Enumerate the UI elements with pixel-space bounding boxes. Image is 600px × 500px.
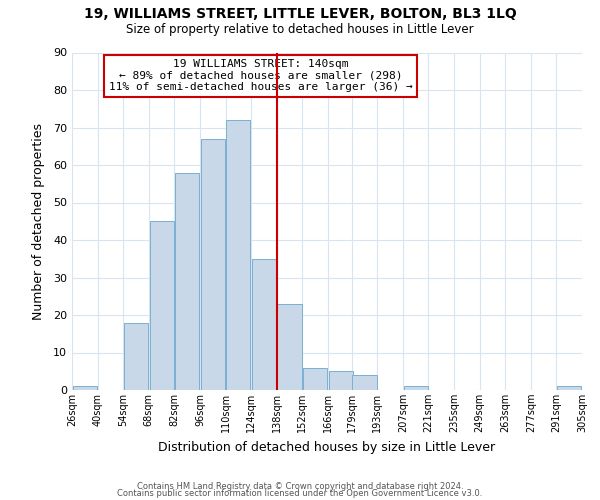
- Y-axis label: Number of detached properties: Number of detached properties: [32, 122, 44, 320]
- Text: Contains public sector information licensed under the Open Government Licence v3: Contains public sector information licen…: [118, 489, 482, 498]
- Bar: [200, 138, 225, 390]
- Text: Contains HM Land Registry data © Crown copyright and database right 2024.: Contains HM Land Registry data © Crown c…: [137, 482, 463, 491]
- Bar: [329, 371, 353, 390]
- Bar: [252, 259, 276, 390]
- Bar: [352, 375, 377, 390]
- Text: 19 WILLIAMS STREET: 140sqm
← 89% of detached houses are smaller (298)
11% of sem: 19 WILLIAMS STREET: 140sqm ← 89% of deta…: [109, 59, 413, 92]
- Bar: [124, 322, 148, 390]
- X-axis label: Distribution of detached houses by size in Little Lever: Distribution of detached houses by size …: [158, 440, 496, 454]
- Bar: [175, 172, 199, 390]
- Bar: [303, 368, 327, 390]
- Bar: [73, 386, 97, 390]
- Text: Size of property relative to detached houses in Little Lever: Size of property relative to detached ho…: [126, 22, 474, 36]
- Bar: [226, 120, 250, 390]
- Bar: [149, 221, 173, 390]
- Bar: [404, 386, 428, 390]
- Bar: [277, 304, 302, 390]
- Text: 19, WILLIAMS STREET, LITTLE LEVER, BOLTON, BL3 1LQ: 19, WILLIAMS STREET, LITTLE LEVER, BOLTO…: [83, 8, 517, 22]
- Bar: [557, 386, 581, 390]
